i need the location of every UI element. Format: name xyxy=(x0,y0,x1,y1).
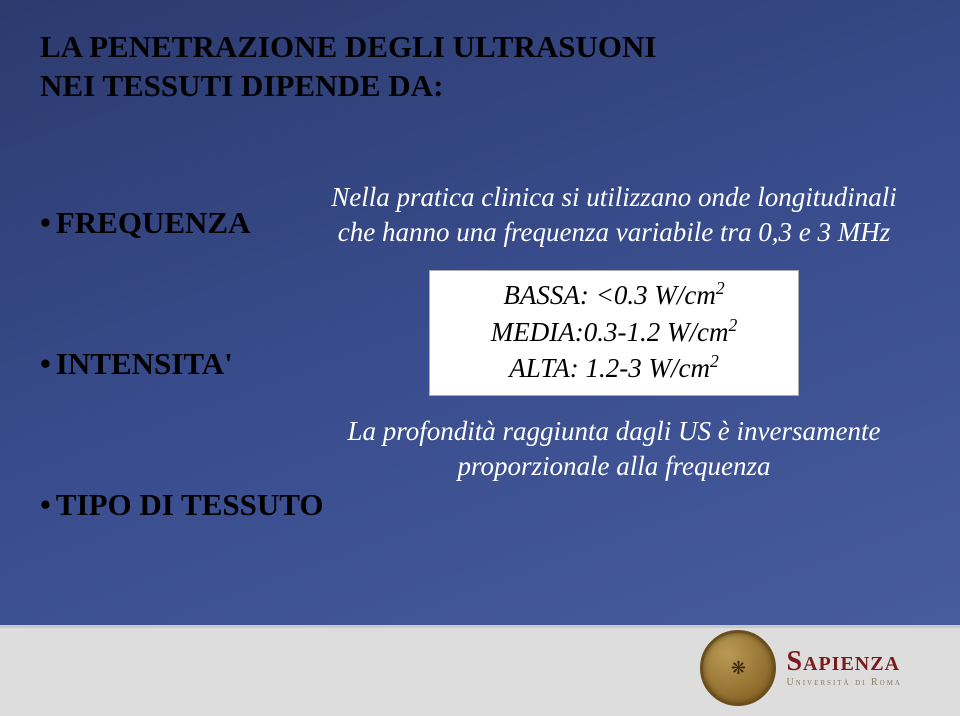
university-logo: ❋ Sapienza Università di Roma xyxy=(700,630,902,706)
logo-text: Sapienza Università di Roma xyxy=(786,648,902,688)
intensity-box: BASSA: <0.3 W/cm2 MEDIA:0.3-1.2 W/cm2 AL… xyxy=(429,270,799,395)
right-column: Nella pratica clinica si utilizzano onde… xyxy=(310,180,918,504)
cherub-icon: ❋ xyxy=(731,658,746,679)
intensity-alta: ALTA: 1.2-3 W/cm2 xyxy=(444,350,784,386)
footer-band: ❋ Sapienza Università di Roma xyxy=(0,625,960,716)
seal-icon: ❋ xyxy=(700,630,776,706)
slide: LA PENETRAZIONE DEGLI ULTRASUONI NEI TES… xyxy=(0,0,960,716)
logo-sub-text: Università di Roma xyxy=(786,678,902,688)
bullet-intensita: INTENSITA' xyxy=(40,346,324,382)
bullet-list: FREQUENZA INTENSITA' TIPO DI TESSUTO xyxy=(40,205,324,628)
bullet-frequenza: FREQUENZA xyxy=(40,205,324,241)
intensity-media: MEDIA:0.3-1.2 W/cm2 xyxy=(444,314,784,350)
bullet-tipo-tessuto: TIPO DI TESSUTO xyxy=(40,487,324,523)
slide-title: LA PENETRAZIONE DEGLI ULTRASUONI NEI TES… xyxy=(40,28,920,106)
frequency-description: Nella pratica clinica si utilizzano onde… xyxy=(310,180,918,250)
tissue-description: La profondità raggiunta dagli US è inver… xyxy=(310,414,918,484)
logo-main-text: Sapienza xyxy=(786,648,902,676)
intensity-bassa: BASSA: <0.3 W/cm2 xyxy=(444,277,784,313)
